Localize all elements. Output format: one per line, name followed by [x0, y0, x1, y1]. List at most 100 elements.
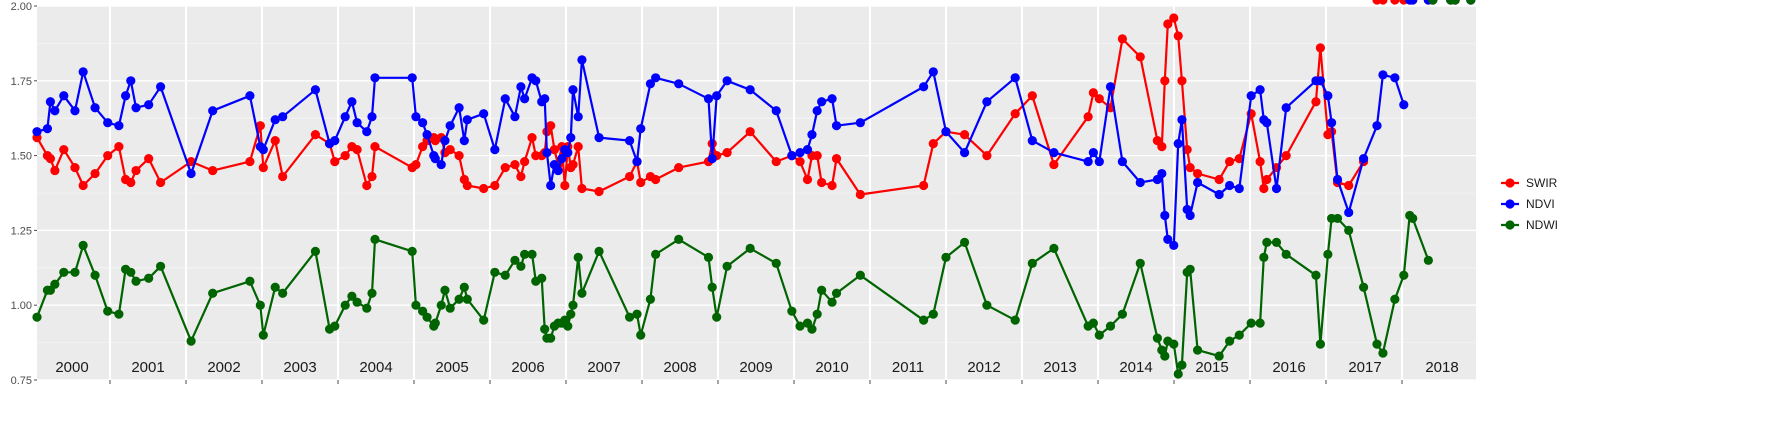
year-label: 2018	[1425, 359, 1458, 376]
data-point-ndwi	[255, 300, 265, 310]
data-point-swir	[795, 156, 805, 167]
data-point-ndwi	[527, 249, 537, 259]
data-point-ndvi	[542, 148, 552, 158]
data-point-ndvi	[802, 145, 813, 155]
data-point-ndwi	[114, 309, 124, 319]
data-point-ndwi	[563, 321, 573, 331]
data-point-ndvi	[919, 82, 929, 92]
data-point-ndwi	[546, 333, 556, 343]
data-point-swir	[722, 148, 732, 158]
data-point-swir	[568, 159, 578, 170]
data-point-ndvi	[1315, 76, 1326, 86]
data-point-swir	[1083, 112, 1093, 122]
data-point-ndvi	[1160, 210, 1170, 221]
data-point-ndvi	[1234, 183, 1244, 194]
data-point-ndwi	[70, 267, 80, 277]
data-point-ndwi	[1169, 339, 1179, 349]
data-point-ndwi	[1358, 282, 1369, 292]
data-point-ndwi	[1423, 255, 1433, 265]
data-point-ndvi	[674, 79, 684, 89]
data-point-ndvi	[340, 112, 350, 122]
data-point-ndwi	[1049, 243, 1059, 253]
data-point-ndwi	[1246, 318, 1256, 328]
data-point-swir	[1185, 162, 1195, 173]
legend-label: NDVI	[1526, 197, 1555, 211]
data-point-ndwi	[831, 288, 842, 298]
data-point-swir	[330, 156, 340, 167]
data-point-ndwi	[1234, 330, 1244, 340]
data-point-ndvi	[120, 91, 131, 101]
legend-key-point	[1505, 178, 1515, 188]
y-tick-label: 2.00	[11, 1, 32, 13]
data-point-ndvi	[1271, 183, 1282, 194]
year-label: 2017	[1348, 359, 1381, 376]
data-point-ndwi	[479, 315, 489, 325]
data-point-ndvi	[362, 127, 372, 137]
data-point-swir	[802, 174, 813, 185]
data-point-ndvi	[707, 153, 717, 164]
data-point-ndvi	[651, 73, 661, 83]
data-point-ndwi	[1192, 345, 1203, 355]
data-point-ndwi	[1027, 258, 1037, 268]
data-point-swir	[982, 151, 992, 161]
data-point-ndwi	[1152, 333, 1162, 343]
data-point-swir	[1169, 13, 1179, 23]
data-point-ndwi	[745, 243, 755, 253]
data-point-ndvi	[131, 103, 141, 113]
data-point-ndvi	[1332, 174, 1343, 185]
data-point-ndvi	[1027, 136, 1037, 146]
data-point-ndwi	[1177, 360, 1187, 370]
data-point-ndvi	[636, 124, 646, 134]
data-point-ndwi	[347, 291, 357, 301]
data-point-ndvi	[1224, 180, 1235, 191]
year-label: 2002	[207, 359, 240, 376]
data-point-ndwi	[537, 273, 547, 283]
data-point-ndvi	[208, 106, 218, 116]
data-point-swir	[827, 180, 837, 191]
data-point-ndvi	[1323, 91, 1333, 101]
data-point-ndvi	[817, 97, 827, 107]
data-point-ndwi	[919, 315, 929, 325]
data-point-ndwi	[155, 261, 166, 271]
data-point-ndvi	[59, 91, 69, 101]
legend-key-point	[1505, 199, 1515, 209]
data-point-swir	[1117, 34, 1127, 44]
data-point-ndvi	[531, 76, 541, 86]
data-point-swir	[577, 183, 587, 194]
data-point-ndvi	[855, 118, 865, 128]
data-point-swir	[674, 162, 684, 173]
data-point-swir	[454, 151, 464, 161]
data-point-swir	[411, 159, 421, 170]
data-point-swir	[490, 180, 500, 191]
data-point-ndwi	[1408, 213, 1418, 224]
data-point-ndvi	[1169, 240, 1179, 250]
data-point-ndwi	[982, 300, 992, 310]
data-point-ndwi	[807, 324, 817, 334]
data-point-ndwi	[812, 309, 822, 319]
data-point-swir	[340, 151, 350, 161]
data-point-ndwi	[144, 273, 154, 283]
data-point-swir	[362, 180, 372, 191]
data-point-ndvi	[510, 112, 520, 122]
data-point-ndwi	[1466, 0, 1476, 5]
y-tick-label: 1.50	[11, 151, 32, 163]
data-point-swir	[1049, 159, 1059, 170]
data-point-swir	[1259, 183, 1269, 194]
data-point-ndvi	[78, 67, 88, 77]
data-point-ndvi	[500, 94, 510, 104]
data-point-swir	[1378, 0, 1388, 5]
data-point-ndwi	[245, 276, 255, 286]
data-point-ndvi	[624, 136, 635, 146]
data-point-ndwi	[827, 297, 837, 307]
data-point-swir	[745, 127, 755, 137]
data-point-swir	[520, 156, 530, 167]
data-point-ndvi	[245, 91, 255, 101]
data-point-ndwi	[941, 252, 951, 262]
year-label: 2011	[892, 359, 924, 376]
data-point-ndvi	[745, 85, 755, 95]
year-label: 2001	[131, 359, 164, 376]
data-point-ndwi	[411, 300, 421, 310]
y-tick-label: 1.25	[11, 225, 32, 237]
data-point-ndwi	[370, 234, 380, 244]
